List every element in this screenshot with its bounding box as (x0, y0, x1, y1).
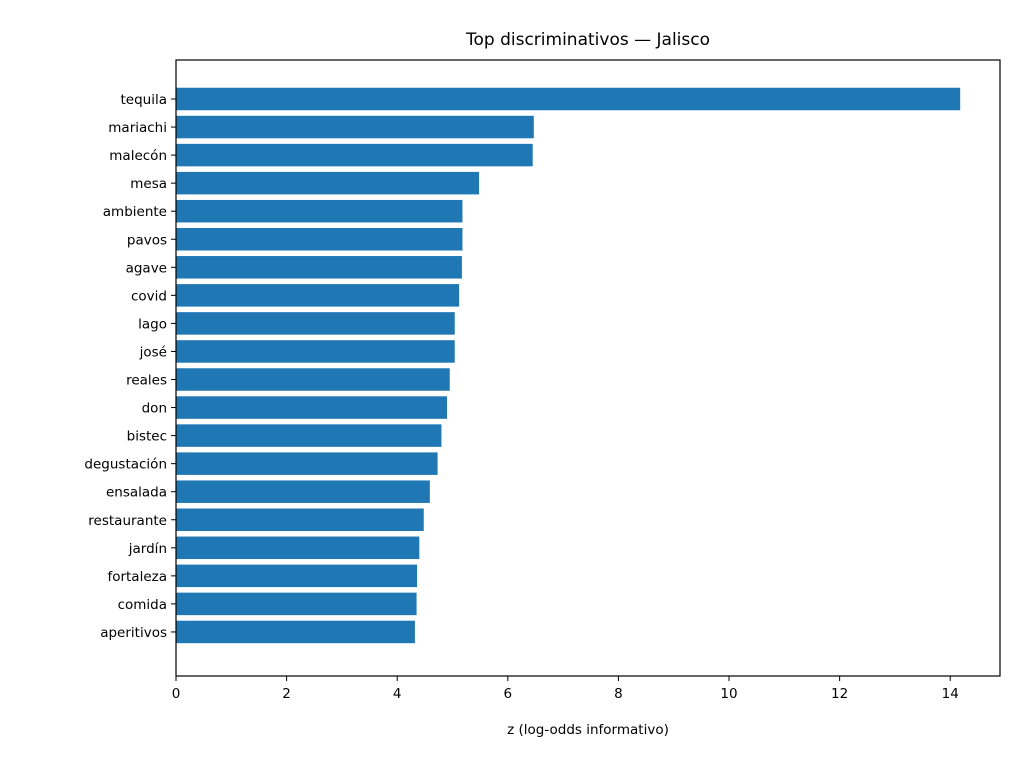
x-tick-label: 8 (614, 686, 623, 702)
bar-pavos (176, 228, 463, 251)
bar-covid (176, 284, 460, 307)
category-label-don: don (142, 401, 167, 417)
category-label-fortaleza: fortaleza (107, 569, 167, 585)
x-axis-label: z (log-odds informativo) (507, 722, 669, 738)
category-label-mesa: mesa (130, 176, 167, 192)
category-label-jose: josé (139, 344, 167, 360)
x-tick-label: 12 (831, 686, 848, 702)
category-label-bistec: bistec (127, 429, 167, 445)
x-tick-label: 0 (172, 686, 181, 702)
bar-jardin (176, 536, 420, 560)
category-label-restaurante: restaurante (88, 513, 167, 529)
category-label-degustacion: degustación (84, 457, 167, 473)
category-label-ambiente: ambiente (103, 204, 167, 220)
bar-ensalada (176, 480, 430, 503)
bar-fortaleza (176, 564, 418, 588)
category-label-ensalada: ensalada (106, 485, 167, 501)
bar-tequila (176, 87, 961, 111)
bar-jose (176, 340, 455, 363)
bars (176, 87, 961, 644)
x-tick-label: 2 (282, 686, 291, 702)
category-label-comida: comida (118, 597, 167, 613)
bar-reales (176, 368, 450, 391)
category-label-covid: covid (131, 288, 167, 304)
bar-ambiente (176, 199, 463, 223)
category-label-aperitivos: aperitivos (100, 625, 167, 641)
bar-aperitivos (176, 620, 415, 644)
bar-bistec (176, 424, 442, 447)
x-tick-label: 14 (942, 686, 959, 702)
category-label-pavos: pavos (127, 232, 167, 248)
chart-title: Top discriminativos — Jalisco (465, 30, 710, 50)
plot-frame (175, 59, 1001, 677)
bar-lago (176, 312, 455, 335)
bar-restaurante (176, 508, 424, 531)
x-axis: 0 2 4 6 8 10 12 14 (172, 676, 959, 702)
bar-malecon (176, 143, 533, 167)
x-tick-label: 10 (720, 686, 737, 702)
bar-comida (176, 592, 417, 616)
category-label-malecon: malecón (109, 148, 167, 164)
category-label-lago: lago (138, 316, 167, 332)
category-labels: tequila mariachi malecón mesa ambiente pavos a… (84, 92, 176, 641)
category-label-jardin: jardín (128, 541, 167, 557)
category-label-agave: agave (126, 260, 167, 276)
bar-don (176, 396, 447, 419)
category-label-tequila: tequila (121, 92, 168, 108)
bar-mariachi (176, 115, 534, 139)
bar-degustacion (176, 452, 438, 475)
category-label-reales: reales (126, 373, 167, 389)
bar-agave (176, 256, 462, 279)
x-tick-label: 6 (504, 686, 513, 702)
category-label-mariachi: mariachi (108, 120, 167, 136)
bar-mesa (176, 171, 480, 195)
x-tick-label: 4 (393, 686, 402, 702)
